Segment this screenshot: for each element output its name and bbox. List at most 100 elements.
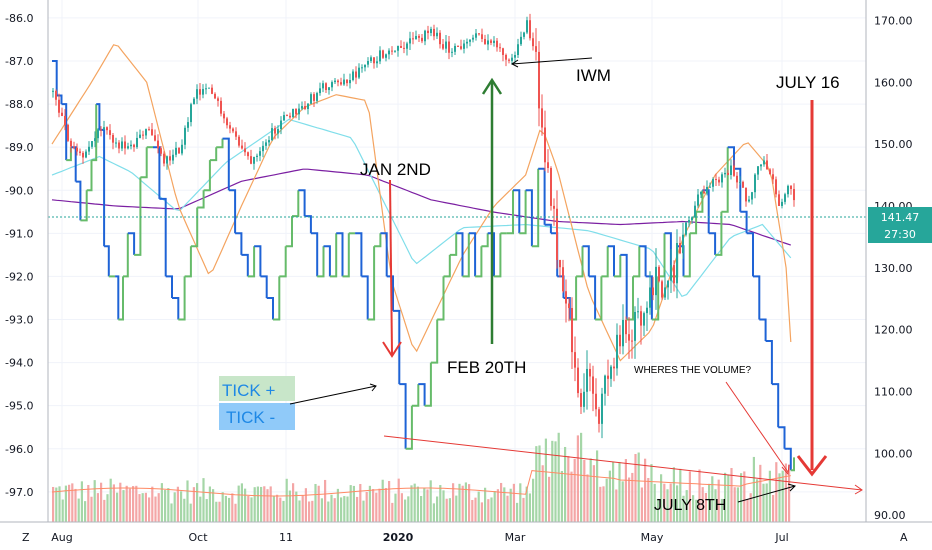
candle-body xyxy=(595,393,597,410)
volume-bar xyxy=(314,483,317,522)
july8th-arrow xyxy=(737,485,796,503)
candle-body xyxy=(451,51,453,53)
tick-line-segment xyxy=(734,167,742,212)
tick-line-segment xyxy=(456,232,464,277)
volume-bar xyxy=(509,488,512,522)
volume-bar xyxy=(343,496,346,522)
candle-body xyxy=(610,366,612,379)
candle-body xyxy=(97,129,99,139)
candle-body xyxy=(574,352,576,368)
candle-body xyxy=(106,127,108,131)
candle-body xyxy=(304,106,306,109)
tick-minus-label: TICK - xyxy=(226,408,275,427)
left-corner-button[interactable]: Z xyxy=(22,531,30,544)
corner-controls[interactable]: Z A xyxy=(22,531,908,544)
tick-line-segment xyxy=(75,180,82,221)
volume-bar xyxy=(52,486,55,522)
volume-bar xyxy=(260,486,263,522)
candle-body xyxy=(415,35,417,40)
candle-body xyxy=(73,146,75,148)
candle-body xyxy=(637,311,639,313)
candle-body xyxy=(535,46,537,52)
volume-bar xyxy=(772,494,775,522)
volume-bar xyxy=(103,499,106,522)
candle-body xyxy=(313,94,315,101)
iwm-label: IWM xyxy=(576,66,611,85)
candle-body xyxy=(280,120,282,130)
tick-line-segment xyxy=(531,168,540,248)
candle-body xyxy=(520,36,522,45)
candle-body xyxy=(160,148,162,154)
candle-body xyxy=(763,160,765,165)
volume-bar xyxy=(580,432,583,522)
candle-body xyxy=(265,142,267,146)
volume-bar xyxy=(743,471,746,522)
candle-body xyxy=(154,135,156,141)
candle-body xyxy=(400,46,402,48)
candle-body xyxy=(373,57,375,64)
tick-line-segment xyxy=(544,223,552,234)
candle-body xyxy=(148,129,150,131)
tick-line-segment xyxy=(115,275,120,320)
tick-line-segment xyxy=(405,405,413,450)
volume-trend-line xyxy=(383,435,863,491)
volume-bar xyxy=(768,470,771,522)
volume-bar xyxy=(256,486,259,522)
candle-body xyxy=(460,46,462,49)
volume-bar xyxy=(183,498,186,522)
candle-body xyxy=(703,191,705,194)
volume-bars xyxy=(51,432,791,522)
candle-body xyxy=(85,151,87,158)
tick-line-segment xyxy=(367,246,376,321)
tick-line-segment xyxy=(298,189,306,217)
candle-body xyxy=(346,79,348,84)
volume-bar xyxy=(730,468,733,522)
right-corner-button[interactable]: A xyxy=(900,531,908,544)
volume-bar xyxy=(224,495,227,522)
candle-body xyxy=(760,164,762,167)
volume-bar xyxy=(756,479,759,522)
candle-body xyxy=(202,89,204,95)
candle-body xyxy=(385,54,387,58)
volume-bar xyxy=(631,472,634,522)
tick-line-segment xyxy=(418,383,426,406)
candle-body xyxy=(427,30,429,34)
moving-average-line xyxy=(51,118,792,298)
volume-bar xyxy=(112,484,115,522)
left-tick-label: -96.0 xyxy=(5,443,33,456)
left-tick-label: -88.0 xyxy=(5,98,33,111)
candle-body xyxy=(559,259,561,268)
tick-line-segment xyxy=(481,233,489,248)
tick-line-segment xyxy=(336,232,344,277)
tick-line-segment xyxy=(595,276,603,321)
candle-body xyxy=(115,142,117,144)
candle-body xyxy=(367,61,369,65)
volume-bar xyxy=(327,501,330,522)
candle-body xyxy=(163,153,165,164)
candle-body xyxy=(688,220,690,223)
price-label: 141.47 27:30 xyxy=(868,207,932,243)
tick-plus-label: TICK + xyxy=(222,381,275,400)
candle-body xyxy=(544,127,546,163)
tick-line-segment xyxy=(91,104,98,162)
candle-body xyxy=(634,311,636,341)
candle-body xyxy=(268,140,270,143)
volume-bar xyxy=(68,484,71,522)
volume-bar xyxy=(228,497,231,522)
tick-line-segment xyxy=(228,189,237,234)
tick-line-segment xyxy=(759,318,767,341)
volume-bar xyxy=(93,480,96,522)
candle-body xyxy=(88,146,90,152)
candle-body xyxy=(772,174,774,180)
x-tick-label: Mar xyxy=(505,531,526,544)
candle-body xyxy=(712,179,714,187)
volume-bar xyxy=(669,483,672,522)
volume-bar xyxy=(692,495,695,522)
candle-body xyxy=(439,32,441,45)
tick-line-segment xyxy=(342,233,350,278)
volume-bar xyxy=(660,474,663,522)
volume-bar xyxy=(496,489,499,522)
volume-bar xyxy=(532,478,535,522)
candle-body xyxy=(547,162,549,169)
